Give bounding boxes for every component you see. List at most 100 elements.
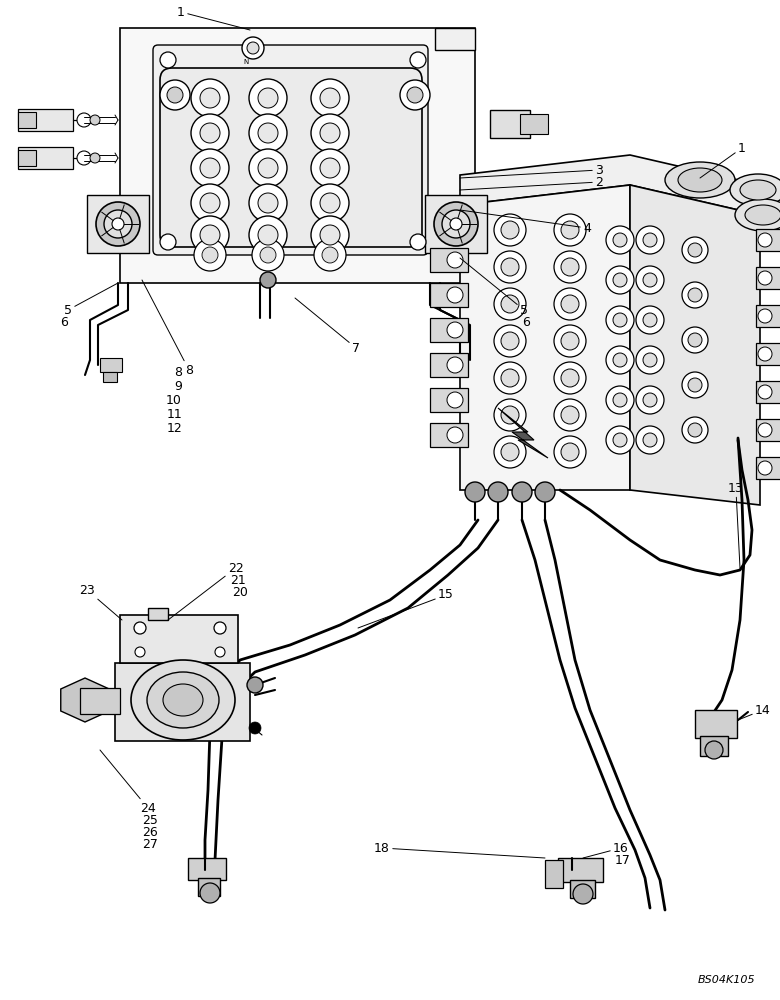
- Circle shape: [643, 233, 657, 247]
- Circle shape: [501, 258, 519, 276]
- Bar: [103, 372, 117, 382]
- Bar: [425, 195, 487, 253]
- Circle shape: [160, 52, 176, 68]
- Circle shape: [501, 221, 519, 239]
- FancyBboxPatch shape: [153, 45, 428, 255]
- Text: 12: 12: [166, 422, 182, 434]
- Circle shape: [90, 153, 100, 163]
- Circle shape: [447, 427, 463, 443]
- Text: N: N: [243, 59, 249, 65]
- Circle shape: [512, 482, 532, 502]
- Circle shape: [682, 237, 708, 263]
- Bar: [100, 358, 122, 372]
- Circle shape: [494, 214, 526, 246]
- Bar: [756, 343, 780, 365]
- Circle shape: [636, 386, 664, 414]
- Circle shape: [200, 225, 220, 245]
- Text: 7: 7: [295, 298, 360, 355]
- Circle shape: [194, 239, 226, 271]
- Circle shape: [447, 357, 463, 373]
- Circle shape: [613, 313, 627, 327]
- Circle shape: [758, 385, 772, 399]
- Circle shape: [636, 346, 664, 374]
- Text: 6: 6: [522, 316, 530, 328]
- Circle shape: [494, 325, 526, 357]
- Circle shape: [613, 273, 627, 287]
- Text: 13: 13: [728, 482, 744, 568]
- Ellipse shape: [745, 205, 780, 225]
- Circle shape: [200, 88, 220, 108]
- Circle shape: [135, 647, 145, 657]
- Circle shape: [200, 193, 220, 213]
- Circle shape: [535, 482, 555, 502]
- Polygon shape: [460, 155, 760, 215]
- Text: 21: 21: [230, 574, 246, 586]
- Circle shape: [215, 647, 225, 657]
- Circle shape: [606, 386, 634, 414]
- Circle shape: [643, 313, 657, 327]
- Circle shape: [200, 883, 220, 903]
- Circle shape: [494, 399, 526, 431]
- Bar: [435, 28, 475, 50]
- Text: 2: 2: [460, 176, 603, 190]
- Text: 1: 1: [700, 141, 746, 178]
- Circle shape: [200, 123, 220, 143]
- Circle shape: [249, 114, 287, 152]
- Circle shape: [311, 184, 349, 222]
- Text: 8: 8: [142, 280, 193, 376]
- Text: 9: 9: [174, 379, 182, 392]
- Circle shape: [613, 233, 627, 247]
- Circle shape: [410, 52, 426, 68]
- Circle shape: [311, 216, 349, 254]
- Circle shape: [682, 282, 708, 308]
- Circle shape: [200, 158, 220, 178]
- Circle shape: [434, 202, 478, 246]
- Circle shape: [643, 273, 657, 287]
- Text: 5: 5: [64, 283, 118, 316]
- Text: 22: 22: [168, 562, 243, 620]
- Bar: [756, 457, 780, 479]
- Polygon shape: [498, 408, 548, 458]
- Circle shape: [494, 362, 526, 394]
- Circle shape: [758, 271, 772, 285]
- Circle shape: [447, 392, 463, 408]
- Circle shape: [191, 114, 229, 152]
- Circle shape: [442, 210, 470, 238]
- Circle shape: [688, 378, 702, 392]
- Text: 20: 20: [232, 586, 248, 599]
- Circle shape: [320, 225, 340, 245]
- Bar: [18, 147, 73, 169]
- Circle shape: [249, 149, 287, 187]
- Circle shape: [191, 216, 229, 254]
- Circle shape: [242, 37, 264, 59]
- Circle shape: [167, 87, 183, 103]
- Circle shape: [320, 123, 340, 143]
- Circle shape: [112, 218, 124, 230]
- Circle shape: [636, 266, 664, 294]
- Text: 23: 23: [80, 584, 122, 620]
- Circle shape: [501, 406, 519, 424]
- Ellipse shape: [735, 199, 780, 231]
- Ellipse shape: [678, 168, 722, 192]
- Circle shape: [554, 325, 586, 357]
- Circle shape: [501, 295, 519, 313]
- Text: 4: 4: [460, 210, 591, 234]
- Circle shape: [554, 399, 586, 431]
- Circle shape: [258, 193, 278, 213]
- Bar: [430, 248, 468, 272]
- FancyBboxPatch shape: [160, 68, 422, 247]
- Ellipse shape: [163, 684, 203, 716]
- Circle shape: [202, 247, 218, 263]
- Circle shape: [561, 369, 579, 387]
- Bar: [18, 112, 36, 128]
- Text: 14: 14: [738, 704, 771, 720]
- Circle shape: [160, 80, 190, 110]
- Circle shape: [214, 622, 226, 634]
- Circle shape: [494, 251, 526, 283]
- Circle shape: [247, 42, 259, 54]
- Circle shape: [573, 884, 593, 904]
- Bar: [430, 318, 468, 342]
- Text: 25: 25: [142, 814, 158, 826]
- Circle shape: [249, 79, 287, 117]
- Circle shape: [561, 332, 579, 350]
